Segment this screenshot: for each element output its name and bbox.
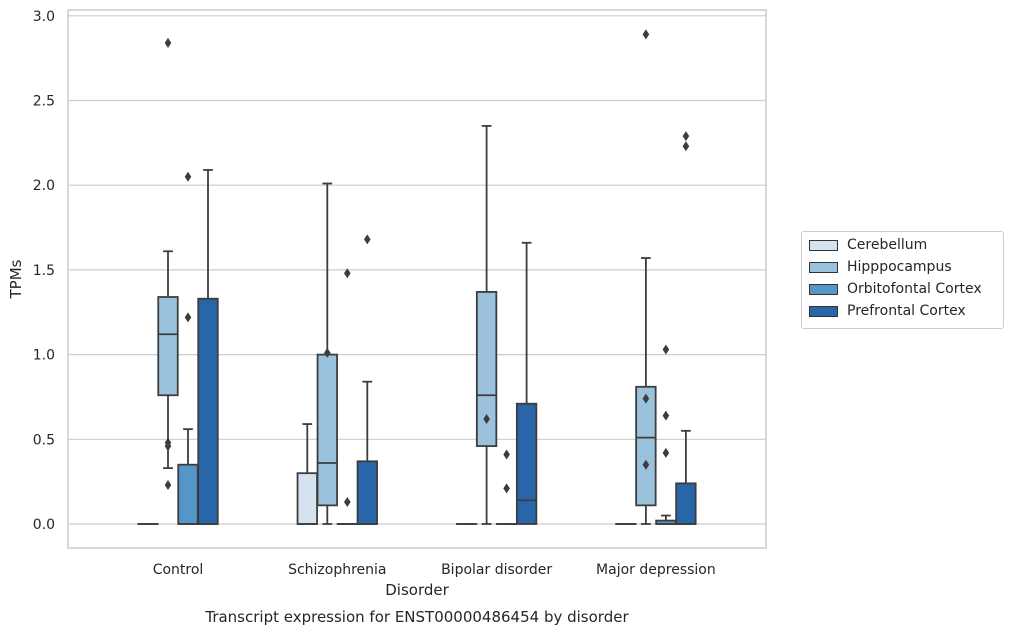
x-tick-label: Bipolar disorder bbox=[441, 562, 552, 578]
legend-swatch-orbitofrontal-cortex bbox=[809, 283, 838, 295]
box bbox=[356, 460, 378, 525]
outlier-point bbox=[642, 459, 650, 470]
outlier-point bbox=[682, 141, 690, 152]
y-tick-label: 0.0 bbox=[33, 517, 55, 533]
box bbox=[157, 296, 179, 397]
outlier-point bbox=[164, 437, 172, 448]
box bbox=[515, 402, 538, 525]
box bbox=[296, 472, 318, 525]
outlier-point bbox=[662, 344, 670, 355]
legend-label-orbitofrontal-cortex: Orbitofontal Cortex bbox=[847, 281, 982, 297]
box bbox=[316, 353, 338, 507]
y-tick-label: 2.5 bbox=[33, 94, 55, 110]
legend-swatch-hippocampus bbox=[809, 261, 838, 273]
box-group bbox=[475, 125, 498, 525]
legend-item-orbitofrontal-cortex: Orbitofontal Cortex bbox=[809, 280, 982, 298]
outlier-point bbox=[483, 413, 490, 424]
legend-item-hippocampus: Hipppocampus bbox=[809, 258, 952, 276]
outlier-point bbox=[184, 171, 192, 182]
box-group bbox=[336, 268, 358, 525]
legend: Cerebellum Hipppocampus Orbitofontal Cor… bbox=[801, 231, 1004, 329]
box-group bbox=[296, 423, 318, 525]
box-group bbox=[495, 449, 518, 525]
y-tick-label: 1.0 bbox=[33, 348, 55, 364]
legend-item-prefrontal-cortex: Prefrontal Cortex bbox=[809, 302, 966, 320]
legend-item-cerebellum: Cerebellum bbox=[809, 236, 927, 254]
x-tick-label: Control bbox=[153, 562, 204, 578]
y-tick-label: 0.5 bbox=[33, 432, 55, 448]
legend-swatch-cerebellum bbox=[809, 239, 838, 251]
outlier-point bbox=[184, 312, 192, 323]
outlier-point bbox=[344, 496, 351, 507]
box bbox=[635, 385, 657, 507]
x-tick-labels: Control Schizophrenia Bipolar disorder Majo… bbox=[153, 562, 716, 578]
outlier-point bbox=[364, 234, 371, 245]
outlier-point bbox=[642, 29, 650, 40]
outlier-point bbox=[164, 37, 172, 48]
y-axis-label: TPMs bbox=[7, 259, 25, 299]
box-group bbox=[356, 234, 378, 525]
box-group bbox=[316, 182, 338, 525]
plot-area-frame bbox=[67, 9, 767, 549]
box bbox=[197, 297, 219, 525]
outlier-point bbox=[682, 131, 690, 142]
y-tick-label: 2.0 bbox=[33, 178, 55, 194]
legend-label-prefrontal-cortex: Prefrontal Cortex bbox=[847, 303, 966, 319]
outlier-point bbox=[503, 449, 510, 460]
box-group bbox=[197, 169, 219, 525]
box-group bbox=[635, 29, 657, 525]
box-group bbox=[675, 131, 697, 525]
box-group bbox=[655, 344, 677, 525]
outlier-point bbox=[324, 347, 331, 358]
box bbox=[177, 463, 199, 525]
y-tick-label: 3.0 bbox=[33, 9, 55, 25]
outlier-point bbox=[662, 410, 670, 421]
outlier-point bbox=[642, 393, 650, 404]
x-axis-label: Disorder bbox=[385, 581, 449, 599]
x-tick-label: Schizophrenia bbox=[288, 562, 386, 578]
x-tick-label: Major depression bbox=[596, 562, 716, 578]
legend-label-hippocampus: Hipppocampus bbox=[847, 259, 952, 275]
outlier-point bbox=[344, 268, 351, 279]
legend-label-cerebellum: Cerebellum bbox=[847, 237, 928, 253]
box-group bbox=[157, 37, 179, 491]
outlier-point bbox=[503, 483, 510, 494]
box bbox=[475, 291, 498, 447]
y-tick-label: 1.5 bbox=[33, 263, 55, 279]
outlier-point bbox=[662, 447, 670, 458]
boxes bbox=[137, 29, 697, 525]
outlier-point bbox=[164, 480, 172, 491]
box-group bbox=[515, 241, 538, 525]
box-group bbox=[177, 171, 199, 525]
y-tick-labels: 0.0 0.5 1.0 1.5 2.0 2.5 3.0 bbox=[33, 9, 55, 533]
box bbox=[675, 482, 697, 525]
legend-swatch-prefrontal-cortex bbox=[809, 305, 838, 317]
gridlines bbox=[68, 15, 766, 525]
chart-title: Transcript expression for ENST0000048645… bbox=[204, 608, 629, 626]
